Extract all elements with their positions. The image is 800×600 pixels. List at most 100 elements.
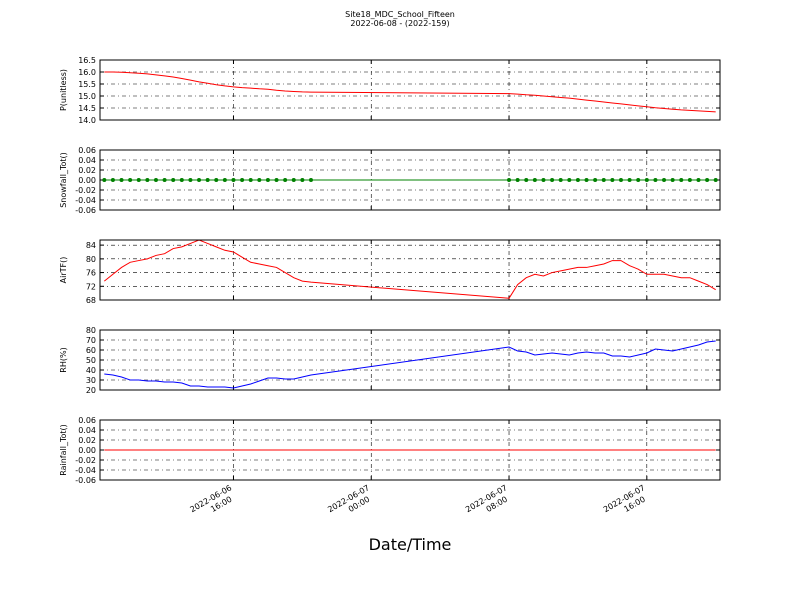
y-tick-label: 16.0 — [78, 68, 96, 77]
data-point — [653, 178, 658, 182]
y-axis-label: AirTF() — [59, 257, 68, 284]
data-point — [532, 178, 537, 182]
y-tick-label: -0.02 — [75, 456, 96, 465]
data-point — [705, 178, 710, 182]
y-tick-label: 0.04 — [78, 426, 96, 435]
data-point — [188, 178, 193, 182]
y-tick-label: 14.5 — [78, 104, 96, 113]
data-point — [300, 178, 305, 182]
y-tick-label: 76 — [86, 269, 96, 278]
plot-frame — [99, 419, 721, 481]
y-tick-label: 84 — [86, 241, 96, 250]
plot-frame — [99, 149, 721, 211]
y-tick-label: -0.02 — [75, 186, 96, 195]
data-point — [558, 178, 563, 182]
data-point — [162, 178, 167, 182]
y-axis-label: RH(%) — [59, 347, 68, 372]
y-tick-label: -0.06 — [75, 206, 96, 215]
data-point — [601, 178, 606, 182]
data-line — [104, 340, 716, 389]
y-tick-label: 70 — [86, 336, 96, 345]
y-tick-label: 60 — [86, 346, 96, 355]
data-point — [136, 178, 141, 182]
x-tick-label: 2022-06-07 00:00 — [326, 482, 378, 523]
data-point — [636, 178, 641, 182]
y-tick-label: 20 — [86, 386, 96, 395]
data-point — [507, 178, 512, 182]
data-point — [283, 178, 288, 182]
y-tick-label: 80 — [86, 326, 96, 335]
y-tick-label: 72 — [86, 282, 96, 291]
y-tick-label: 0.06 — [78, 416, 96, 425]
data-point — [145, 178, 150, 182]
y-axis-label: P(unitless) — [59, 69, 68, 111]
data-point — [515, 178, 520, 182]
data-point — [248, 178, 253, 182]
y-tick-label: 15.0 — [78, 92, 96, 101]
y-tick-label: 0.00 — [78, 176, 96, 185]
data-point — [713, 178, 718, 182]
data-point — [240, 178, 245, 182]
data-point — [102, 178, 107, 182]
data-point — [171, 178, 176, 182]
data-point — [197, 178, 202, 182]
data-point — [110, 178, 115, 182]
x-tick-label: 2022-06-07 16:00 — [602, 482, 654, 523]
y-tick-label: 15.5 — [78, 80, 96, 89]
y-tick-label: 0.02 — [78, 166, 96, 175]
x-tick-label: 2022-06-06 16:00 — [188, 482, 240, 523]
data-point — [308, 178, 313, 182]
data-point — [265, 178, 270, 182]
chart-subtitle: 2022-06-08 - (2022-159) — [350, 19, 449, 28]
chart-title: Site18_MDC_School_Fifteen — [345, 10, 455, 19]
y-tick-label: 40 — [86, 366, 96, 375]
data-point — [610, 178, 615, 182]
data-point — [662, 178, 667, 182]
y-tick-label: 0.06 — [78, 146, 96, 155]
data-point — [524, 178, 529, 182]
data-line — [104, 71, 716, 113]
data-point — [593, 178, 598, 182]
y-tick-label: 14.0 — [78, 116, 96, 125]
data-point — [128, 178, 133, 182]
y-tick-label: 30 — [86, 376, 96, 385]
data-point — [205, 178, 210, 182]
data-point — [575, 178, 580, 182]
data-point — [584, 178, 589, 182]
y-tick-label: -0.04 — [75, 196, 96, 205]
data-point — [214, 178, 219, 182]
data-point — [618, 178, 623, 182]
data-point — [231, 178, 236, 182]
data-point — [541, 178, 546, 182]
data-point — [550, 178, 555, 182]
data-point — [627, 178, 632, 182]
data-point — [696, 178, 701, 182]
y-tick-label: 0.04 — [78, 156, 96, 165]
data-point — [274, 178, 279, 182]
plot-frame — [99, 239, 721, 301]
y-axis-label: Rainfall_Tot() — [59, 424, 68, 476]
y-axis-label: Snowfall_Tot() — [59, 152, 68, 208]
y-tick-label: -0.06 — [75, 476, 96, 485]
y-tick-label: 16.5 — [78, 56, 96, 65]
y-tick-label: 80 — [86, 255, 96, 264]
data-point — [291, 178, 296, 182]
y-tick-label: 0.02 — [78, 436, 96, 445]
data-point — [222, 178, 227, 182]
data-point — [119, 178, 124, 182]
data-point — [567, 178, 572, 182]
data-point — [153, 178, 158, 182]
data-line — [103, 239, 716, 299]
y-tick-label: 50 — [86, 356, 96, 365]
plot-frame — [99, 59, 721, 121]
x-tick-label: 2022-06-07 08:00 — [464, 482, 516, 523]
y-tick-label: 0.00 — [78, 446, 96, 455]
data-point — [687, 178, 692, 182]
plot-frame — [99, 329, 721, 391]
data-point — [257, 178, 262, 182]
y-tick-label: -0.04 — [75, 466, 96, 475]
data-point — [644, 178, 649, 182]
y-tick-label: 68 — [86, 296, 96, 305]
data-point — [179, 178, 184, 182]
